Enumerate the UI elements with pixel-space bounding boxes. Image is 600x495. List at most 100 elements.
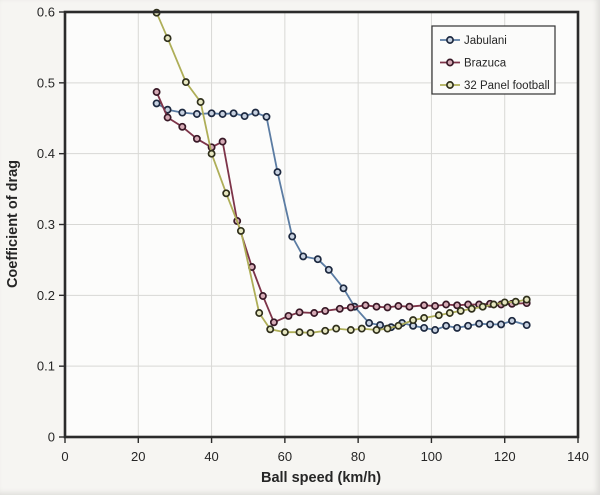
series-jabulani-marker [288, 232, 297, 241]
tick-labels: 0 20 40 60 80 100 120 140 0 0.1 0.2 0.3 0.4 0.5 0.6 [37, 5, 589, 465]
series-brazuca-marker [163, 113, 172, 122]
series-32-panel-football-marker [420, 314, 429, 322]
series-jabulani-marker [207, 109, 216, 118]
series-32-panel-football-marker [222, 189, 231, 198]
series-32-panel-football-marker [467, 304, 476, 313]
series-jabulani-marker [251, 108, 260, 117]
series-brazuca-marker [269, 318, 278, 327]
series-jabulani-marker [229, 109, 238, 118]
series-brazuca-marker [335, 304, 344, 313]
series-brazuca-marker [178, 122, 187, 131]
series-32-panel-football-marker [394, 321, 403, 330]
legend-item-brazuca: Brazuca [440, 58, 507, 70]
legend: Jabulani Brazuca 32 Panel football [431, 25, 556, 95]
series-brazuca-marker [295, 308, 304, 317]
series-brazuca-marker [258, 292, 267, 300]
y-tick-label: 0.3 [37, 217, 55, 232]
series-jabulani-marker [262, 112, 271, 121]
series-32-panel-football-marker [383, 324, 392, 333]
series-layer [152, 8, 531, 337]
series-jabulani-marker [431, 326, 440, 334]
axis-ticks [59, 11, 579, 443]
series-32-panel-football-marker [181, 78, 190, 87]
series-32-panel-football-marker [372, 326, 381, 334]
y-tick-label: 0.2 [37, 288, 55, 303]
series-32-panel-football-marker [236, 226, 245, 235]
series-32-panel-football-marker [409, 316, 418, 325]
series-jabulani-marker [475, 319, 484, 328]
series-jabulani-marker [299, 252, 308, 261]
y-axis-title: Coefficient of drag [5, 160, 21, 288]
series-brazuca-marker [420, 301, 429, 310]
series-32-panel-football-marker [207, 149, 216, 158]
series-jabulani-marker [508, 316, 516, 325]
series-brazuca-marker [321, 306, 330, 315]
series-brazuca-marker [284, 311, 293, 320]
series-32-panel-football-marker [500, 298, 509, 307]
series-32-panel-football-marker [196, 98, 205, 106]
x-tick-label: 120 [494, 449, 516, 464]
legend-marker-32-panel-football [446, 81, 454, 89]
series-32-panel-football-marker [266, 325, 275, 334]
series-jabulani-marker [420, 323, 429, 332]
series-32-panel-football-marker [511, 297, 520, 306]
series-brazuca-marker [152, 88, 161, 96]
series-32-panel-football-marker [163, 34, 172, 43]
series-32-panel-football-marker [295, 328, 304, 337]
series-jabulani-marker [324, 265, 333, 274]
series-jabulani [152, 99, 531, 334]
x-tick-label: 40 [204, 449, 218, 464]
series-brazuca-marker [192, 134, 201, 143]
x-tick-label: 20 [131, 449, 145, 464]
series-jabulani-marker [442, 321, 451, 330]
series-brazuca-marker [372, 302, 381, 311]
series-jabulani-marker [339, 284, 348, 293]
y-tick-label: 0.1 [37, 359, 55, 374]
series-brazuca-marker [405, 302, 414, 311]
legend-item-jabulani: Jabulani [440, 35, 507, 47]
series-32-panel-football-marker [434, 311, 443, 320]
series-brazuca-marker [310, 309, 319, 317]
series-jabulani-marker [497, 320, 506, 329]
legend-item-32-panel-football: 32 Panel football [440, 80, 550, 92]
series-jabulani-marker [178, 108, 187, 117]
legend-label-32-panel-football: 32 Panel football [464, 80, 550, 92]
series-jabulani-marker [464, 321, 473, 330]
series-32-panel-football-marker [332, 324, 341, 333]
series-32-panel-football-marker [445, 309, 454, 317]
legend-marker-brazuca [446, 58, 454, 67]
series-32-panel-football-marker [489, 300, 498, 309]
series-32-panel-football-marker [346, 326, 355, 334]
legend-label-jabulani: Jabulani [464, 35, 507, 47]
series-32-panel-football-marker [255, 309, 264, 317]
series-brazuca [152, 88, 531, 327]
series-brazuca-marker [383, 303, 392, 312]
series-jabulani-marker [152, 99, 161, 108]
x-axis-title: Ball speed (km/h) [261, 470, 381, 486]
series-jabulani-marker [313, 255, 322, 264]
series-jabulani-marker [240, 112, 249, 121]
series-jabulani-marker [365, 319, 374, 327]
series-brazuca-marker [218, 137, 227, 146]
x-tick-label: 140 [567, 449, 589, 464]
series-brazuca-marker [361, 301, 370, 310]
x-tick-label: 0 [61, 449, 68, 464]
x-tick-label: 60 [278, 449, 292, 464]
y-tick-label: 0.5 [37, 75, 55, 90]
x-tick-label: 100 [421, 449, 443, 464]
series-jabulani-marker [453, 323, 462, 332]
series-32-panel-football-marker [357, 324, 366, 333]
y-tick-label: 0.6 [37, 5, 55, 20]
series-32-panel-football-marker [306, 328, 315, 337]
series-brazuca-marker [394, 302, 403, 310]
y-tick-label: 0 [48, 430, 55, 445]
series-jabulani-marker [486, 320, 495, 329]
series-jabulani-marker [218, 110, 227, 118]
series-32-panel-football-marker [280, 328, 289, 337]
series-brazuca-marker [442, 300, 451, 309]
x-tick-label: 80 [351, 449, 365, 464]
series-brazuca-marker [453, 301, 462, 310]
series-brazuca-marker [346, 303, 355, 312]
